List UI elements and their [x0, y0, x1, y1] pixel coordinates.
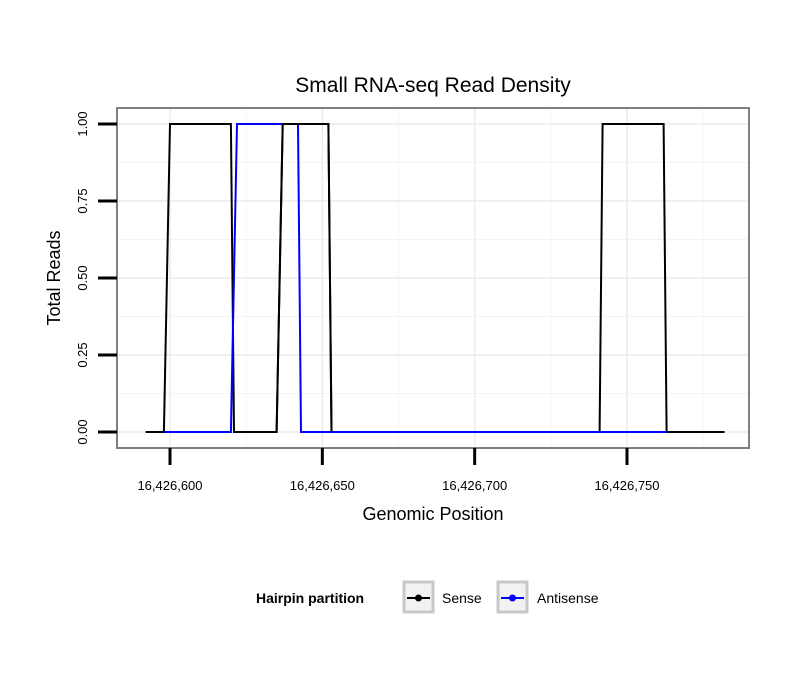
- x-tick-label: 16,426,650: [290, 478, 355, 493]
- x-tick-label: 16,426,750: [594, 478, 659, 493]
- x-axis-title: Genomic Position: [362, 504, 503, 524]
- x-tick-label: 16,426,700: [442, 478, 507, 493]
- series-group: [145, 123, 725, 433]
- y-tick-label: 0.00: [75, 419, 90, 444]
- y-tick-label: 1.00: [75, 111, 90, 136]
- y-axis: 0.00 0.25 0.50 0.75 1.00: [75, 111, 117, 445]
- series-line-sense-overlay: [275, 123, 333, 433]
- legend-label-sense: Sense: [442, 590, 482, 606]
- y-axis-title: Total Reads: [44, 230, 64, 325]
- legend: Hairpin partition Sense Antisense: [256, 580, 599, 614]
- y-tick-label: 0.75: [75, 188, 90, 213]
- legend-antisense-point: [509, 594, 516, 602]
- legend-title: Hairpin partition: [256, 590, 364, 606]
- x-tick-label: 16,426,600: [137, 478, 202, 493]
- chart-title: Small RNA-seq Read Density: [295, 74, 571, 97]
- y-tick-label: 0.50: [75, 265, 90, 290]
- x-axis: 16,426,600 16,426,650 16,426,700 16,426,750: [137, 448, 660, 493]
- legend-sense-point: [415, 594, 422, 602]
- legend-label-antisense: Antisense: [537, 590, 599, 606]
- y-tick-label: 0.25: [75, 342, 90, 367]
- series-line-antisense: [163, 123, 667, 433]
